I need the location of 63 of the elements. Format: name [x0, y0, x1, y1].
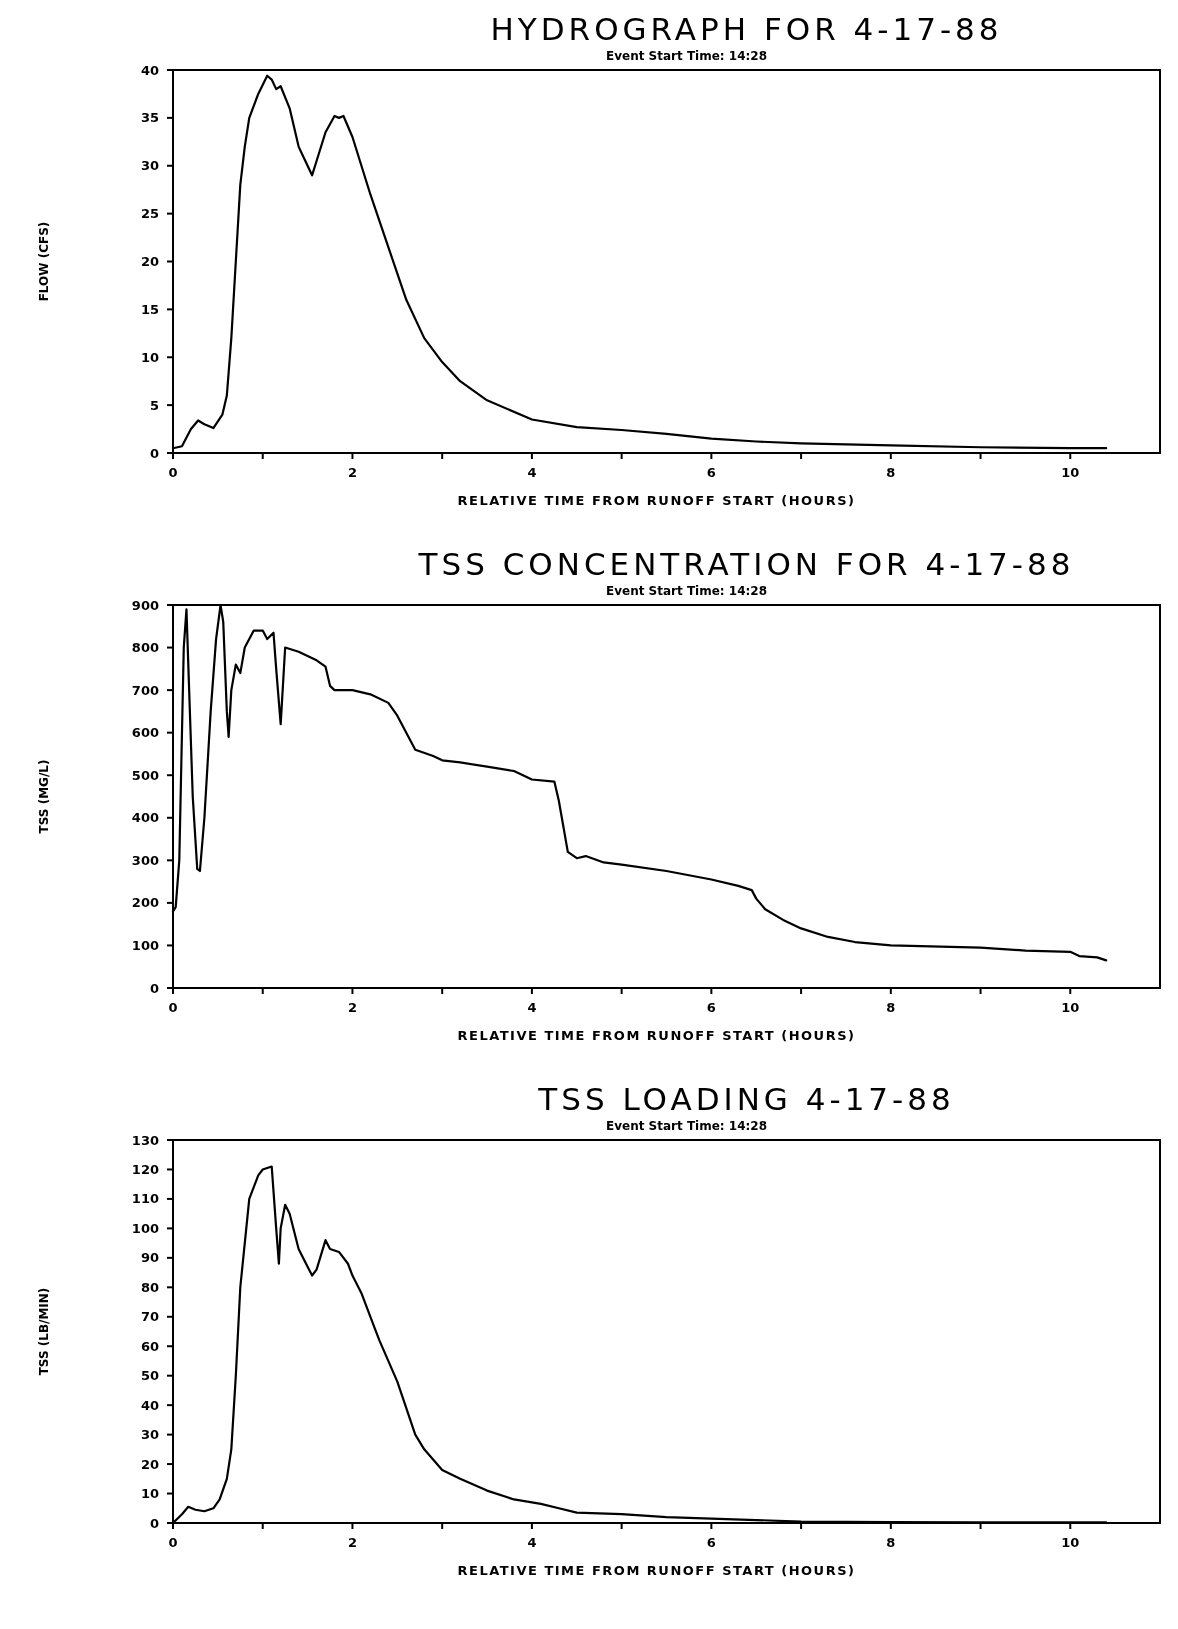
x-tick-label: 4: [527, 1000, 537, 1015]
y-tick-label: 100: [131, 937, 159, 953]
y-tick-label: 90: [140, 1250, 159, 1266]
y-tick-label: 110: [131, 1191, 159, 1207]
y-axis-title: FLOW (CFS): [37, 221, 51, 302]
x-tick-label: 6: [706, 1000, 716, 1015]
y-tick-label: 130: [131, 1132, 159, 1148]
y-tick-label: 20: [140, 1456, 159, 1472]
x-tick-label: 8: [886, 1535, 896, 1550]
y-tick-label: 70: [140, 1309, 159, 1325]
x-tick-label: 0: [168, 1535, 178, 1550]
chart-subtitle: Event Start Time: 14:28: [605, 1119, 768, 1133]
y-tick-label: 500: [131, 767, 159, 783]
x-tick-label: 0: [168, 465, 178, 480]
x-axis-title: RELATIVE TIME FROM RUNOFF START (HOURS): [457, 1028, 856, 1043]
y-tick-label: 600: [131, 725, 159, 741]
y-tick-label: 0: [149, 1515, 159, 1531]
x-tick-label: 4: [527, 465, 537, 480]
x-axis-title: RELATIVE TIME FROM RUNOFF START (HOURS): [457, 1563, 856, 1578]
y-tick-label: 900: [131, 597, 159, 613]
chart-title: HYDROGRAPH FOR 4-17-88: [490, 11, 1003, 47]
y-tick-label: 200: [131, 895, 159, 911]
y-tick-label: 10: [140, 349, 159, 365]
chart-title: TSS LOADING 4-17-88: [537, 1081, 955, 1117]
x-axis-title: RELATIVE TIME FROM RUNOFF START (HOURS): [457, 493, 856, 508]
y-tick-label: 700: [131, 682, 159, 698]
y-tick-label: 40: [140, 1397, 159, 1413]
x-tick-label: 10: [1061, 1000, 1080, 1015]
y-tick-label: 15: [140, 301, 159, 317]
x-tick-label: 10: [1061, 1535, 1080, 1550]
y-tick-label: 800: [131, 640, 159, 656]
y-tick-label: 50: [140, 1368, 159, 1384]
chart-title: TSS CONCENTRATION FOR 4-17-88: [417, 546, 1075, 582]
x-tick-label: 2: [347, 1000, 357, 1015]
y-tick-label: 0: [149, 980, 159, 996]
y-tick-label: 400: [131, 810, 159, 826]
y-axis-title: TSS (MG/L): [37, 759, 51, 834]
y-tick-label: 25: [140, 206, 159, 222]
y-tick-label: 300: [131, 852, 159, 868]
y-tick-label: 10: [140, 1486, 159, 1502]
x-tick-label: 0: [168, 1000, 178, 1015]
y-tick-label: 120: [131, 1162, 159, 1178]
y-tick-label: 30: [140, 1427, 159, 1443]
x-tick-label: 6: [706, 465, 716, 480]
x-tick-label: 8: [886, 465, 896, 480]
x-tick-label: 10: [1061, 465, 1080, 480]
x-tick-label: 2: [347, 1535, 357, 1550]
y-tick-label: 40: [140, 62, 159, 78]
chart-subtitle: Event Start Time: 14:28: [605, 584, 768, 598]
y-axis-title: TSS (LB/MIN): [37, 1287, 51, 1376]
y-tick-label: 20: [140, 254, 159, 270]
x-tick-label: 8: [886, 1000, 896, 1015]
y-tick-label: 100: [131, 1220, 159, 1236]
chart-subtitle: Event Start Time: 14:28: [605, 49, 768, 63]
x-tick-label: 4: [527, 1535, 537, 1550]
x-tick-label: 2: [347, 465, 357, 480]
y-tick-label: 35: [140, 110, 159, 126]
y-tick-label: 5: [149, 397, 159, 413]
y-tick-label: 0: [149, 445, 159, 461]
y-tick-label: 30: [140, 158, 159, 174]
y-tick-label: 60: [140, 1338, 159, 1354]
y-tick-label: 80: [140, 1279, 159, 1295]
x-tick-label: 6: [706, 1535, 716, 1550]
